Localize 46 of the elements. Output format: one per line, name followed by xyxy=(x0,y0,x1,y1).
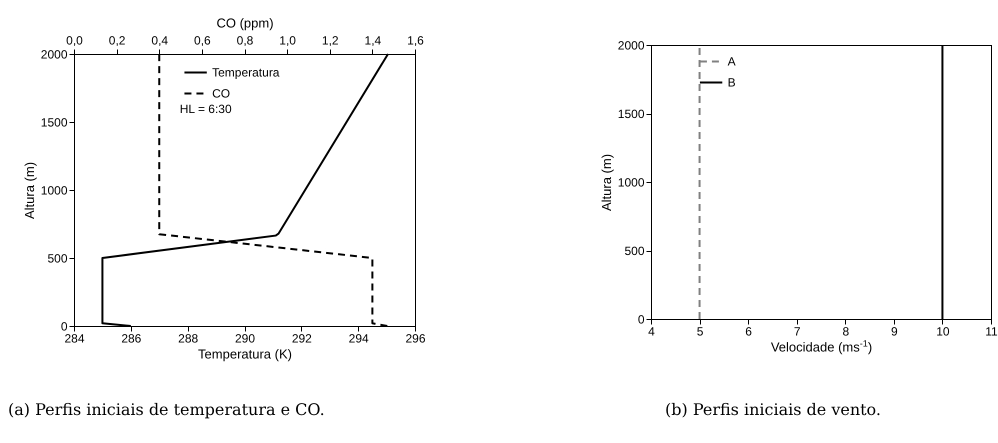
legend-label: B xyxy=(727,75,736,89)
x-tick-label: 284 xyxy=(64,331,84,345)
x2-tick-label: 1,4 xyxy=(364,33,382,47)
x2-tick-label: 0,2 xyxy=(108,33,126,47)
x-tick-label: 4 xyxy=(648,324,655,338)
x2-tick-label: 0,0 xyxy=(66,33,83,47)
legend-label: Temperatura xyxy=(212,65,280,79)
x2-axis-title: CO (ppm) xyxy=(216,15,274,30)
y-tick-label: 0 xyxy=(60,319,68,333)
x-tick-label: 294 xyxy=(348,331,368,345)
x2-tick-label: 1,6 xyxy=(406,33,424,47)
y-axis-title: Altura (m) xyxy=(598,153,614,211)
y-tick-label: 2000 xyxy=(617,38,644,52)
x-axis-title: Temperatura (K) xyxy=(198,346,292,361)
y-tick-label: 1000 xyxy=(40,183,68,197)
y-tick-label: 500 xyxy=(624,244,644,258)
y-tick-label: 500 xyxy=(46,251,68,265)
x2-tick-label: 0,8 xyxy=(236,33,254,47)
x-tick-label: 10 xyxy=(936,324,950,338)
x-tick-label: 288 xyxy=(178,331,198,345)
x-tick-label: 290 xyxy=(234,331,255,345)
text: (a) Perfis iniciais de temperatura e CO. xyxy=(8,400,325,419)
y-axis-title: Altura (m) xyxy=(21,161,36,219)
x2-tick-label: 1,2 xyxy=(321,33,338,47)
y-tick-label: 1500 xyxy=(40,115,68,129)
x-tick-label: 6 xyxy=(744,324,752,338)
x2-tick-label: 1,0 xyxy=(278,33,296,47)
x-tick-label: 5 xyxy=(696,324,704,338)
y-tick-label: 2000 xyxy=(40,47,68,61)
x-tick-label: 7 xyxy=(793,324,800,338)
x-tick-label: 296 xyxy=(404,331,426,345)
text: (b) Perfis iniciais de vento. xyxy=(665,400,881,419)
x2-tick-label: 0,6 xyxy=(194,33,211,47)
legend-label: CO xyxy=(212,86,230,100)
y-tick-label: 1000 xyxy=(617,175,644,189)
x-axis-title: Velocidade (ms$^{-1}$) xyxy=(770,338,872,354)
y-tick-label: 0 xyxy=(637,312,644,326)
x-tick-label: 11 xyxy=(984,324,998,338)
y-tick-label: 1500 xyxy=(617,106,644,120)
x-tick-label: 8 xyxy=(842,324,849,338)
x-tick-label: 286 xyxy=(120,331,142,345)
annotation: HL = 6:30 xyxy=(179,102,232,116)
x-tick-label: 9 xyxy=(890,324,898,338)
x2-tick-label: 0,4 xyxy=(150,33,168,47)
legend-label: A xyxy=(727,54,736,68)
x-tick-label: 292 xyxy=(291,331,312,345)
